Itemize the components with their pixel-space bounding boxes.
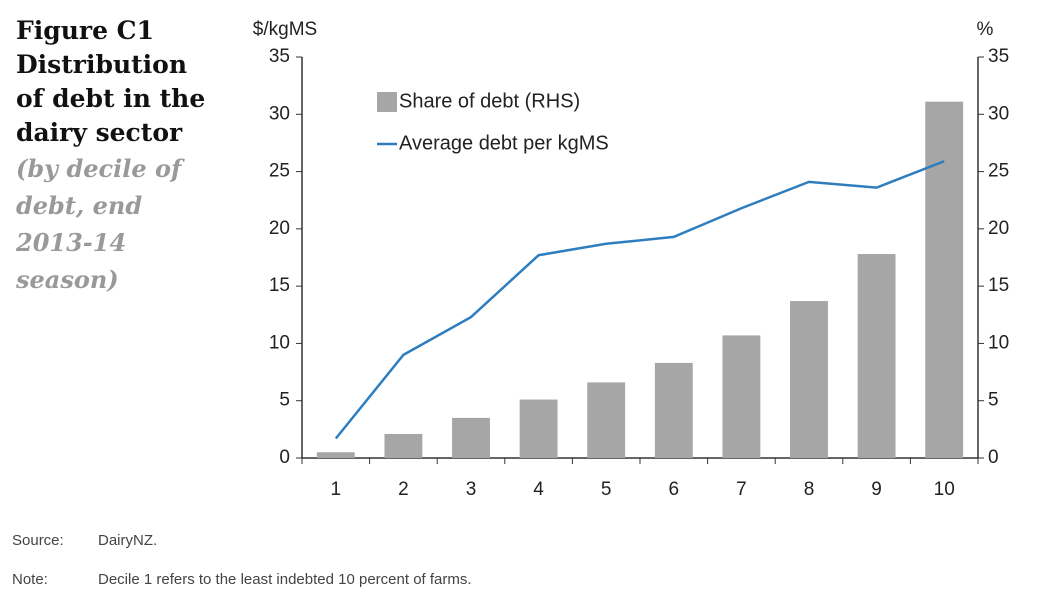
line <box>334 160 945 440</box>
bar <box>316 452 355 458</box>
bar <box>857 254 896 458</box>
y2-tick-label: 10 <box>988 332 1009 353</box>
x-tick-label: 6 <box>669 479 680 500</box>
y2-tick-label: 0 <box>988 447 999 468</box>
y2-tick-label: 30 <box>988 103 1009 124</box>
bar <box>384 433 423 458</box>
legend-swatch <box>377 92 397 112</box>
x-tick-label: 4 <box>533 479 544 500</box>
bar <box>519 399 558 458</box>
x-tick-label: 9 <box>871 479 882 500</box>
bar <box>925 101 964 458</box>
y2-tick-label: 20 <box>988 218 1009 239</box>
y2-tick-label: 25 <box>988 161 1009 182</box>
bar <box>722 335 761 458</box>
y-tick-label: 10 <box>269 332 290 353</box>
bar <box>587 382 626 458</box>
legend-label: Average debt per kgMS <box>399 132 609 154</box>
y-tick-label: 15 <box>269 275 290 296</box>
y-tick-label: 25 <box>269 161 290 182</box>
chart-subtitle: (by decile of debt, end 2013-14 season) <box>16 154 182 294</box>
bar <box>790 301 828 458</box>
legend-label: Share of debt (RHS) <box>399 90 580 112</box>
source-line: Source: DairyNZ. <box>12 532 157 549</box>
x-tick-label: 5 <box>601 479 612 500</box>
y2-tick-label: 5 <box>988 390 999 411</box>
y-tick-label: 5 <box>279 390 290 411</box>
note-line: Note: Decile 1 refers to the least indeb… <box>12 571 472 588</box>
x-tick-label: 2 <box>398 479 409 500</box>
y-tick-label: 30 <box>269 103 290 124</box>
y-tick-label: 20 <box>269 218 290 239</box>
y-tick-label: 0 <box>279 447 290 468</box>
x-tick-label: 3 <box>466 479 477 500</box>
x-tick-label: 8 <box>804 479 815 500</box>
source-label: Source: <box>12 532 64 549</box>
y-tick-label: 35 <box>269 46 290 67</box>
y2-tick-label: 15 <box>988 275 1009 296</box>
y-axis-label: $/kgMS <box>253 19 317 40</box>
y2-axis-label: % <box>977 19 994 40</box>
x-tick-label: 1 <box>331 479 342 500</box>
note-label: Note: <box>12 571 48 588</box>
y2-tick-label: 35 <box>988 46 1009 67</box>
bar <box>452 417 490 458</box>
bar <box>654 362 693 458</box>
chart-title: Figure C1 Distribution of debt in the da… <box>16 16 206 147</box>
x-tick-label: 10 <box>934 479 955 500</box>
source: DairyNZ. <box>98 532 158 549</box>
x-tick-label: 7 <box>736 479 747 500</box>
note: Decile 1 refers to the least indebted 10… <box>98 571 472 588</box>
